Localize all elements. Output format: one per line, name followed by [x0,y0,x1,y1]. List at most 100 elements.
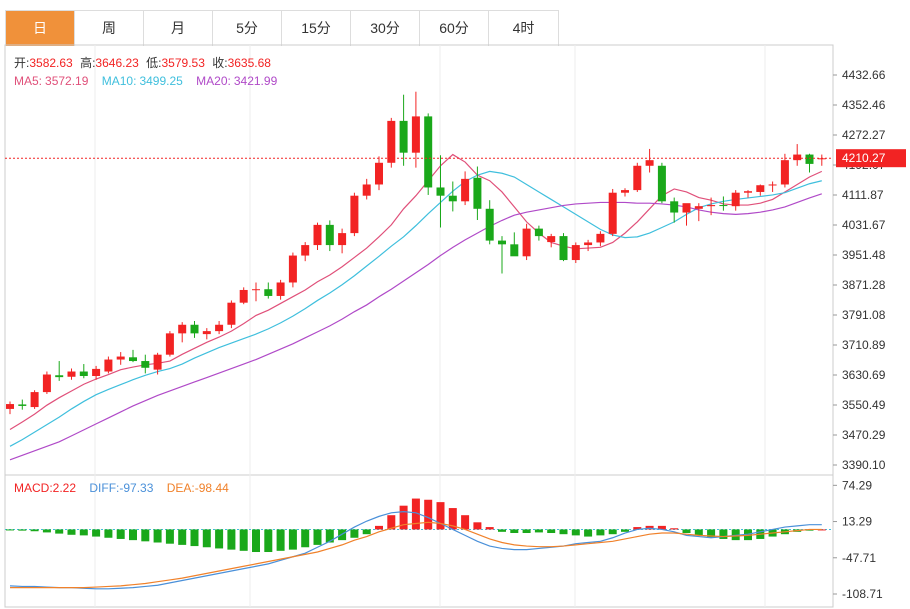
candle [793,144,802,166]
candle-body [707,205,716,207]
candle-body [473,177,482,209]
macd-bar [129,529,137,541]
candle [92,365,101,380]
candle-body [92,368,101,377]
y-tick-label: 4272.27 [842,128,886,142]
macd-bar [67,529,76,535]
y-tick-label: 3710.89 [842,338,886,352]
macd-bar [682,529,691,534]
candle-body [645,160,654,166]
candle-body [325,224,334,246]
macd-bar [424,499,433,530]
macd-bar [707,529,716,538]
macd-bar [510,529,519,534]
candle-body [104,359,113,372]
candle-body [498,240,506,245]
tab-3[interactable]: 5分 [213,11,282,46]
candle-body [153,354,162,370]
macd-y-tick-label: 74.29 [842,478,872,492]
candle-body [793,154,802,161]
y-tick-label: 3871.28 [842,278,886,292]
macd-bar [387,515,396,530]
candle-body [461,178,470,202]
y-tick-label: 4031.67 [842,218,886,232]
macd-bar [670,528,679,530]
candle [165,331,174,357]
candle-body [141,361,150,368]
ma-info: MA5: 3572.19 MA10: 3499.25 MA20: 3421.99 [14,74,278,88]
ma10-line [9,170,822,447]
candle-body [288,255,297,283]
candle [399,94,408,166]
y-tick-label: 4352.46 [842,98,886,112]
macd-bar [411,498,420,530]
candle-body [79,371,88,377]
candle-body [42,374,51,393]
candle-body [768,184,777,186]
candle [141,354,150,374]
candle-body [571,245,580,261]
candle-body [584,242,593,246]
macd-bar [141,529,150,542]
macd-bar [92,529,101,537]
candle-body [239,289,248,303]
candle [534,225,543,241]
candle [744,190,752,198]
candle-body [264,289,273,296]
ma5-line [9,153,823,431]
candle [448,181,457,212]
macd-bar [165,529,174,544]
candle [719,196,728,211]
candle [694,203,703,222]
tab-7[interactable]: 4时 [512,20,535,36]
macd-bar [42,529,51,533]
macd-y-tick-label: -108.71 [842,587,883,601]
macd-bar [473,522,482,530]
macd-info: MACD:2.22 DIFF:-97.33 DEA:-98.44 [14,481,229,495]
candle-body [694,206,703,209]
candle [411,91,420,168]
candle [202,328,211,340]
macd-bar [362,529,371,535]
candle-body [608,192,617,234]
candle-body [817,158,826,160]
macd-bar [104,529,113,538]
candle-body [252,289,260,291]
candle [18,399,27,410]
candle [633,162,642,192]
macd-bar [325,529,334,543]
candle [657,162,666,204]
candle-body [215,324,224,332]
candle [436,155,445,228]
period-tabs: 日周月 5分 15分 30分 60分 4时 [5,10,559,46]
candle-body [67,371,76,377]
candle [387,117,396,168]
y-tick-label: 4432.66 [842,68,886,82]
candle-body [534,228,543,237]
candle [485,200,494,245]
tab-1[interactable]: 周 [75,11,144,46]
tab-2[interactable]: 月 [144,11,213,46]
macd-bar [215,529,224,549]
macd-bar [399,505,408,530]
candle [559,233,568,262]
candle [731,190,740,211]
macd-bar [350,529,359,538]
candle-body [18,404,27,406]
candle-body [756,185,765,192]
tab-5[interactable]: 30分 [351,11,420,46]
tab-4[interactable]: 15分 [282,11,351,46]
macd-bar [178,529,187,545]
candle [313,222,322,250]
tab-6[interactable]: 60分 [420,11,489,46]
macd-bar [276,529,285,551]
macd-bar [608,529,617,535]
macd-bar [30,529,39,532]
macd-bar [559,529,568,535]
tab-0[interactable]: 日 [6,11,75,46]
candle [350,192,359,237]
current-price-badge [836,149,906,168]
macd-bar [621,529,629,532]
candle-body [178,324,187,334]
candle [116,352,125,365]
